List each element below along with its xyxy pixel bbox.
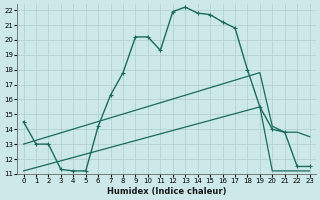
X-axis label: Humidex (Indice chaleur): Humidex (Indice chaleur) <box>107 187 226 196</box>
